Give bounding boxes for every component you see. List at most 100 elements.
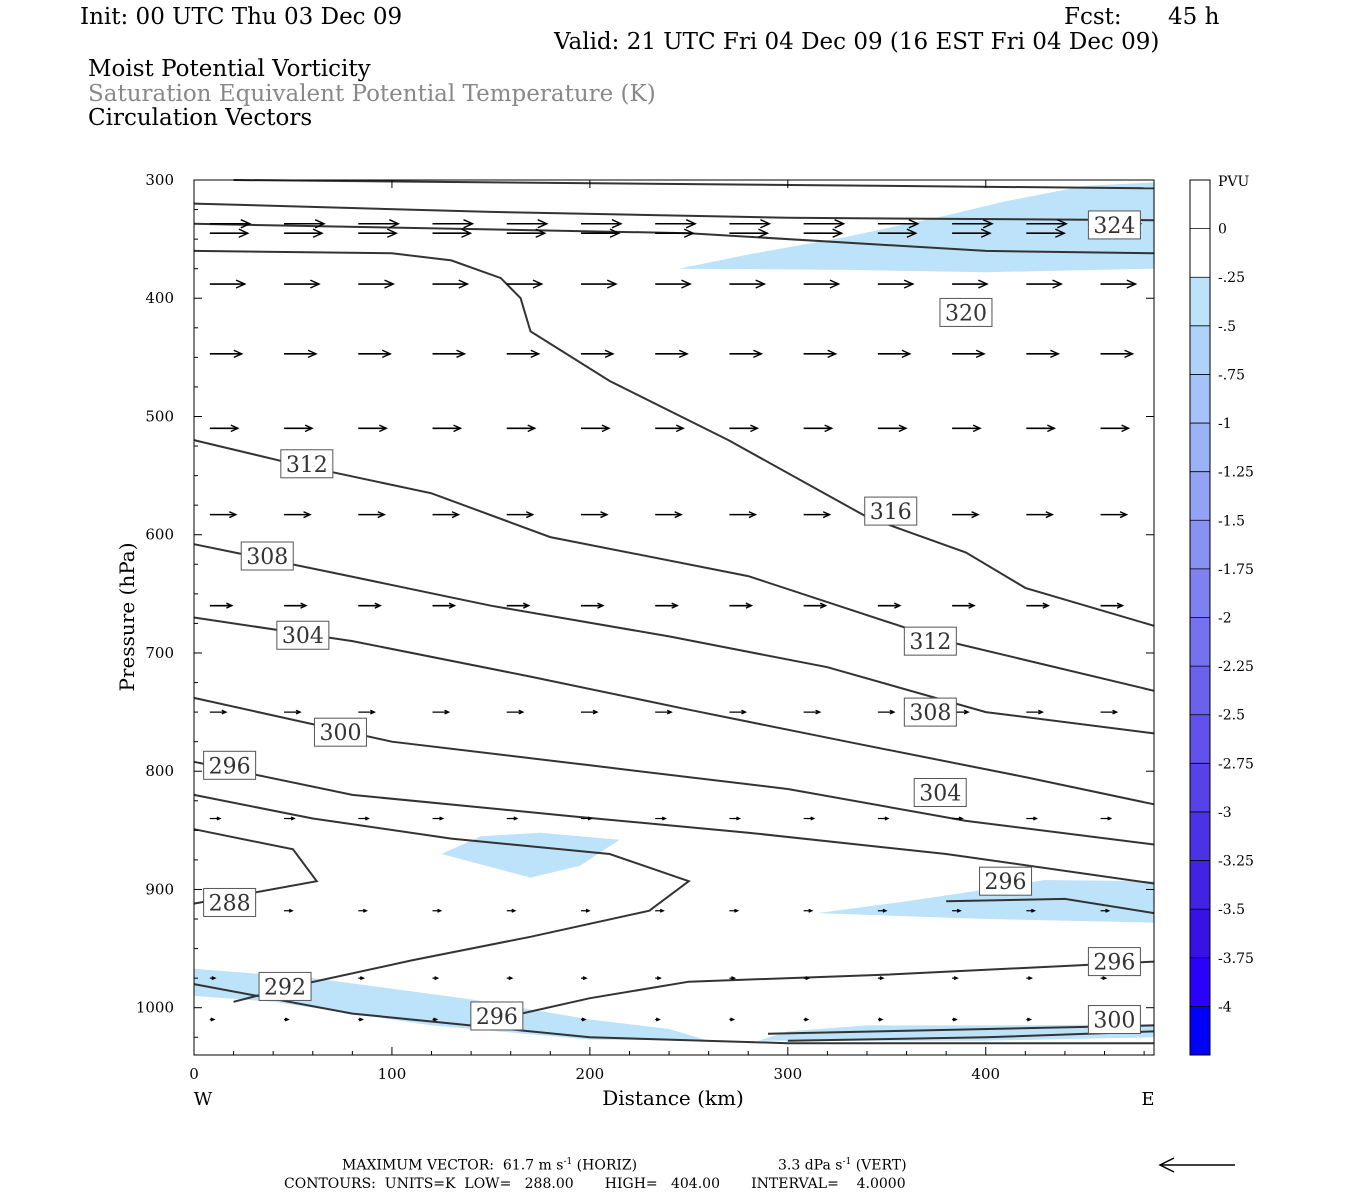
vector-arrow: [284, 349, 318, 359]
vector-arrow: [284, 279, 321, 289]
vector-arrow: [506, 602, 531, 609]
vector-arrow: [284, 709, 302, 715]
contour-label-text: 308: [246, 545, 288, 570]
pv-region-1: [441, 832, 620, 878]
colorbar-label: -3: [1218, 805, 1232, 821]
vector-arrow: [877, 424, 908, 433]
contour-label-text: 288: [209, 891, 251, 916]
y-tick-label: 900: [145, 880, 174, 898]
vector-arrow: [580, 219, 623, 229]
colorbar-label: -3.5: [1218, 902, 1245, 918]
vector-arrow: [729, 908, 740, 913]
vector-arrow: [803, 424, 834, 433]
vector-arrow: [952, 424, 982, 433]
vector-arrow: [506, 709, 525, 715]
field-title-vectors: Circulation Vectors: [88, 105, 313, 131]
vector-arrow: [877, 219, 920, 229]
y-tick-label: 500: [145, 407, 174, 425]
contour-label-text: 304: [282, 624, 324, 649]
west-label: W: [194, 1089, 213, 1110]
vector-arrow: [877, 709, 896, 715]
vector-arrow: [284, 219, 326, 229]
forecast-hour: 45 h: [1168, 4, 1220, 30]
contour-line-0: [233, 179, 1155, 190]
contour-label: 296: [1087, 947, 1141, 977]
vector-arrow: [580, 1017, 587, 1022]
vector-arrow: [803, 709, 822, 715]
contour-line-12: [510, 960, 1155, 1017]
vector-arrow: [1026, 1017, 1033, 1022]
colorbar-segment: [1190, 957, 1210, 1007]
colorbar-label: -2.5: [1218, 708, 1245, 724]
vector-arrow: [432, 816, 445, 821]
contour-label-text: 316: [870, 500, 912, 525]
colorbar-segment: [1190, 568, 1210, 618]
vector-arrow: [358, 424, 388, 433]
vector-arrow: [1026, 816, 1039, 821]
vector-arrow: [432, 602, 457, 609]
vector-arrow: [432, 228, 473, 238]
max-vector-horiz-value: 61.7: [502, 1157, 535, 1174]
vector-arrow: [729, 1017, 736, 1022]
vector-arrow: [432, 1017, 439, 1022]
colorbar-label: -3.25: [1218, 854, 1254, 870]
vector-arrow: [580, 424, 611, 433]
vector-arrow: [1100, 602, 1125, 609]
pv-shading: [194, 182, 1154, 1041]
colorbar-segment: [1190, 811, 1210, 862]
vector-arrow: [655, 976, 662, 981]
vector-arrow: [655, 219, 697, 229]
contour-label: 296: [470, 1001, 524, 1031]
vector-arrow: [952, 602, 976, 609]
vector-arrow: [877, 602, 902, 609]
contour-line-1: [193, 202, 1155, 222]
max-vector-horiz-note: (HORIZ): [576, 1157, 638, 1174]
vector-arrow: [358, 228, 398, 238]
vector-arrow: [432, 424, 463, 433]
vector-arrow: [655, 228, 695, 238]
colorbar-label: -.75: [1218, 367, 1245, 383]
y-axis-label: Pressure (hPa): [115, 543, 139, 692]
vector-arrow: [580, 976, 588, 981]
colorbar-label: -3.75: [1218, 951, 1254, 967]
contour-label: 288: [203, 887, 257, 917]
pv-region-0: [678, 182, 1154, 273]
init-time: Init: 00 UTC Thu 03 Dec 09: [80, 4, 403, 30]
vector-arrow: [209, 976, 217, 981]
vector-arrow: [506, 279, 544, 289]
colorbar-label: -2: [1218, 611, 1232, 627]
colorbar-segment: [1190, 325, 1210, 375]
vector-arrow: [284, 511, 312, 519]
colorbar-label: -1.75: [1218, 562, 1254, 578]
colorbar-label: -.25: [1218, 270, 1245, 286]
contour-label: 304: [276, 620, 330, 650]
colorbar-segment: [1190, 666, 1210, 716]
colorbar-segment: [1190, 228, 1210, 278]
vector-arrow: [1100, 908, 1111, 913]
vector-arrow: [358, 1017, 364, 1022]
vector-arrow: [432, 709, 451, 715]
vector-arrow: [655, 602, 679, 609]
vector-arrow: [506, 816, 519, 821]
contour-label: 300: [1087, 1005, 1141, 1035]
field-title-sept: Saturation Equivalent Potential Temperat…: [88, 81, 656, 107]
vector-arrow: [803, 976, 811, 981]
vector-arrow: [729, 816, 742, 821]
vector-arrow: [952, 219, 994, 229]
vector-arrow: [952, 279, 989, 289]
vector-arrow: [655, 511, 683, 519]
vector-arrow: [1026, 709, 1045, 715]
vector-arrow: [358, 816, 370, 821]
vector-arrow: [432, 511, 461, 519]
vector-arrow: [1100, 349, 1135, 359]
vector-arrow: [506, 976, 514, 981]
contour-line-11: [193, 983, 1154, 1045]
contour-label: 304: [913, 778, 967, 807]
colorbar-label: -4: [1218, 999, 1232, 1015]
contour-line-5: [193, 543, 1155, 735]
vector-arrow: [729, 602, 754, 609]
colorbar-label: -2.25: [1218, 659, 1254, 675]
contour-line-15: [946, 897, 1155, 915]
max-vector-vert-units: dPa s: [804, 1157, 843, 1174]
